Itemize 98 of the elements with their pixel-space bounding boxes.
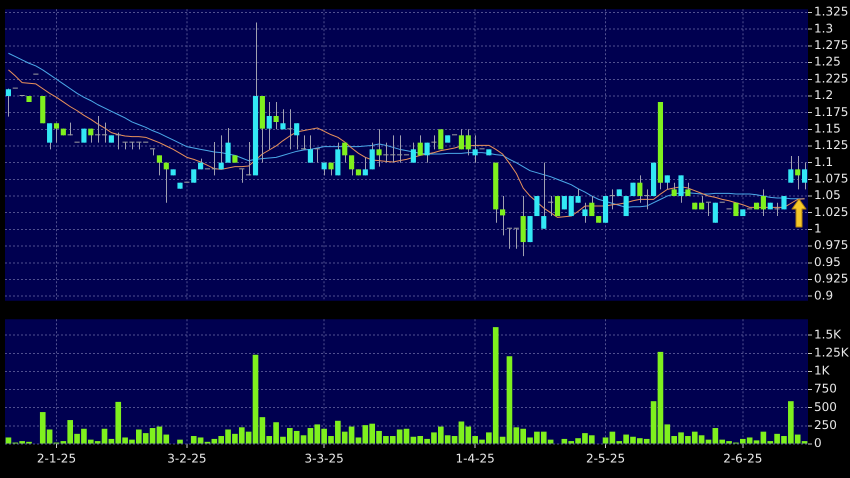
candlestick (370, 142, 375, 170)
candlestick (644, 188, 650, 210)
x-tick-label: 3-3-25 (304, 451, 344, 466)
candlestick (788, 156, 794, 184)
y-tick-label: 1.5K (814, 327, 842, 342)
candlestick (122, 142, 128, 150)
x-tick-label: 2-5-25 (586, 451, 626, 466)
y-tick-label: 1 (814, 222, 822, 236)
candlestick (610, 188, 615, 210)
candlestick (733, 202, 739, 217)
candlestick (630, 182, 636, 197)
candlestick (472, 134, 478, 164)
y-tick-label: 1.325 (814, 4, 848, 19)
candlestick (68, 122, 73, 136)
y-tick-label: 1.1 (814, 154, 834, 169)
candlestick (156, 154, 162, 176)
y-tick-label: 1.25 (814, 54, 841, 69)
y-tick-label: 500 (814, 400, 837, 414)
candlestick (706, 202, 712, 217)
y-tick-label: 1.15 (814, 121, 841, 136)
candlestick (664, 174, 670, 190)
candlestick (349, 154, 354, 176)
y-tick-label: 750 (814, 382, 837, 396)
candlestick (212, 141, 217, 176)
candlestick (246, 141, 252, 176)
y-tick-label: 1.175 (814, 104, 848, 119)
x-tick-label: 2-6-25 (723, 451, 762, 466)
candlestick (362, 156, 368, 176)
candlestick (534, 196, 540, 217)
candlestick (781, 196, 787, 210)
candlestick (6, 88, 12, 118)
candlestick (342, 142, 348, 164)
candlestick (164, 162, 169, 204)
candlestick (239, 168, 244, 184)
y-tick-label: 1.2 (814, 88, 834, 102)
y-tick-label: 1.225 (814, 71, 848, 86)
candlestick (795, 156, 800, 190)
y-tick-label: 250 (814, 418, 837, 432)
y-tick-label: 1.275 (814, 38, 848, 52)
candlestick (54, 122, 60, 144)
candlestick (218, 134, 224, 170)
candlestick (95, 115, 100, 144)
candlestick (548, 196, 554, 217)
y-tick-label: 1.075 (814, 171, 848, 186)
candlestick (294, 122, 300, 150)
bar (177, 440, 183, 444)
y-tick-label: 1.25K (814, 345, 850, 360)
y-tick-label: 1.025 (814, 204, 848, 219)
y-tick-label: 0.975 (814, 238, 848, 252)
y-tick-label: 0.9 (814, 288, 834, 302)
candlestick (88, 128, 94, 144)
candlestick (678, 174, 684, 204)
candlestick (438, 128, 444, 150)
candlestick (129, 142, 135, 150)
candlestick (541, 162, 546, 230)
candlestick (376, 128, 382, 168)
candlestick (81, 128, 86, 144)
candlestick (624, 196, 629, 217)
candlestick (554, 196, 560, 217)
candlestick (328, 162, 334, 176)
candlestick (102, 122, 108, 144)
y-tick-label: 0.95 (814, 254, 841, 269)
x-tick-label: 3-2-25 (167, 451, 206, 466)
y-tick-label: 0.925 (814, 272, 848, 286)
candlestick (280, 108, 286, 130)
candlestick (589, 196, 594, 217)
candlestick (287, 108, 292, 150)
candlestick (314, 148, 320, 164)
candlestick (150, 148, 156, 156)
y-tick-label: 0 (814, 436, 822, 450)
x-tick-label: 2-1-25 (36, 451, 76, 466)
candlestick (760, 188, 766, 217)
candlestick (410, 142, 416, 164)
candlestick (300, 134, 306, 150)
candlestick (198, 158, 204, 170)
candlestick (685, 182, 690, 197)
candlestick (500, 196, 506, 236)
candlestick (266, 101, 272, 150)
candlestick (431, 134, 437, 150)
candlestick (672, 182, 677, 197)
x-tick-label: 1-4-25 (456, 451, 495, 466)
candlestick (712, 202, 718, 224)
y-tick-label: 1.125 (814, 138, 848, 152)
candlestick (424, 142, 430, 164)
candlestick (47, 122, 52, 150)
y-tick-label: 1.3 (814, 21, 834, 36)
candlestick (582, 202, 588, 224)
candlestick (322, 162, 327, 176)
candlestick (637, 174, 642, 204)
candlestick (116, 132, 121, 150)
candlestick (274, 101, 279, 130)
candlestick (308, 134, 313, 164)
y-tick-label: 1.05 (814, 188, 841, 202)
candlestick (802, 162, 808, 190)
candlestick (418, 134, 423, 156)
y-tick-label: 1K (814, 364, 831, 378)
candlestick (225, 127, 231, 164)
candlestick (774, 202, 780, 217)
